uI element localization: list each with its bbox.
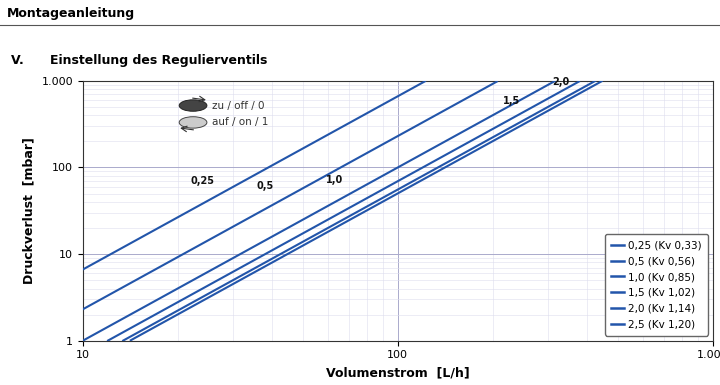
Text: 2,0: 2,0 xyxy=(552,77,570,87)
Text: Montageanleitung: Montageanleitung xyxy=(7,7,135,20)
Text: 0,5: 0,5 xyxy=(257,181,274,191)
Y-axis label: Druckverlust  [mbar]: Druckverlust [mbar] xyxy=(23,137,36,284)
Legend: 0,25 (Kv 0,33), 0,5 (Kv 0,56), 1,0 (Kv 0,85), 1,5 (Kv 1,02), 2,0 (Kv 1,14), 2,5 : 0,25 (Kv 0,33), 0,5 (Kv 0,56), 1,0 (Kv 0… xyxy=(605,234,708,335)
Text: 1,0: 1,0 xyxy=(326,174,343,184)
Text: 0,25: 0,25 xyxy=(191,176,215,186)
Text: zu / off / 0: zu / off / 0 xyxy=(212,100,264,110)
Circle shape xyxy=(179,100,207,111)
Text: V.      Einstellung des Regulierventils: V. Einstellung des Regulierventils xyxy=(11,54,267,67)
Text: 1,5: 1,5 xyxy=(503,96,521,106)
Text: auf / on / 1: auf / on / 1 xyxy=(212,117,269,127)
Circle shape xyxy=(179,117,207,128)
X-axis label: Volumenstrom  [L/h]: Volumenstrom [L/h] xyxy=(326,366,469,379)
